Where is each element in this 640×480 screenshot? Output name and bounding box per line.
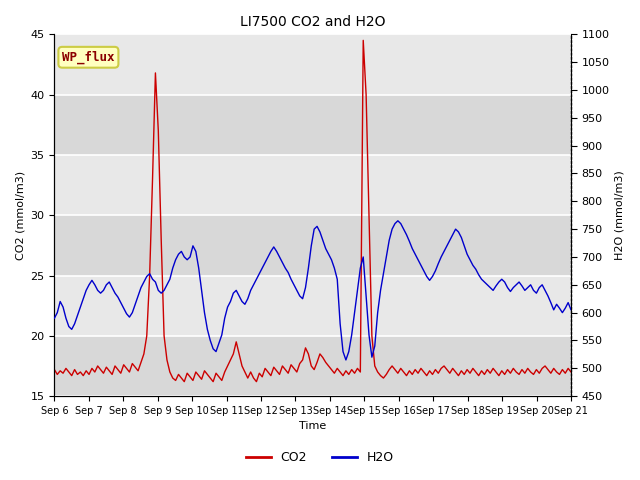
X-axis label: Time: Time — [299, 421, 326, 432]
Bar — [54, 95, 571, 155]
Bar — [54, 276, 571, 336]
Title: LI7500 CO2 and H2O: LI7500 CO2 and H2O — [240, 15, 385, 29]
Y-axis label: CO2 (mmol/m3): CO2 (mmol/m3) — [15, 171, 25, 260]
Bar — [54, 155, 571, 215]
Y-axis label: H2O (mmol/m3): H2O (mmol/m3) — [615, 170, 625, 260]
Bar — [54, 215, 571, 276]
Text: WP_flux: WP_flux — [62, 50, 115, 64]
Bar — [54, 336, 571, 396]
Legend: CO2, H2O: CO2, H2O — [241, 446, 399, 469]
Bar — [54, 35, 571, 95]
